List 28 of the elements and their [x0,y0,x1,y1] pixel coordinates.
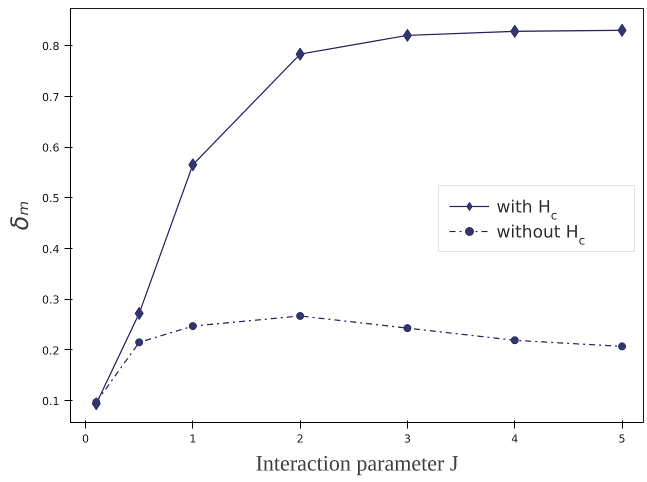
x-tick-label: 1 [189,432,196,446]
y-tick-label: 0.4 [42,242,60,256]
point [188,158,198,172]
point [403,324,412,332]
x-tick-label: 3 [404,432,411,446]
point [618,24,627,37]
point [510,24,520,38]
point [296,48,305,61]
x-tick-label: 0 [82,432,90,446]
y-tick-label: 0.5 [42,192,60,206]
point [402,28,412,42]
y-tick-label: 0.8 [42,40,60,54]
y-tick-label: 0.1 [42,395,60,408]
point [510,336,519,344]
point [188,322,197,330]
y-tick-label: 0.3 [42,294,60,307]
y-tick-label: 0.6 [42,142,60,155]
x-tick-label: 4 [511,432,518,446]
y-tick-label: 0.2 [42,344,60,358]
point [135,338,144,346]
x-tick-label: 2 [296,432,304,446]
x-tick-label: 5 [618,432,626,446]
y-tick-label: 0.7 [42,90,60,104]
point [134,306,144,320]
y-axis-title: δₘ [6,200,34,230]
x-axis-title: Interaction parameter J [256,450,459,476]
point [296,312,304,320]
point [618,342,626,350]
